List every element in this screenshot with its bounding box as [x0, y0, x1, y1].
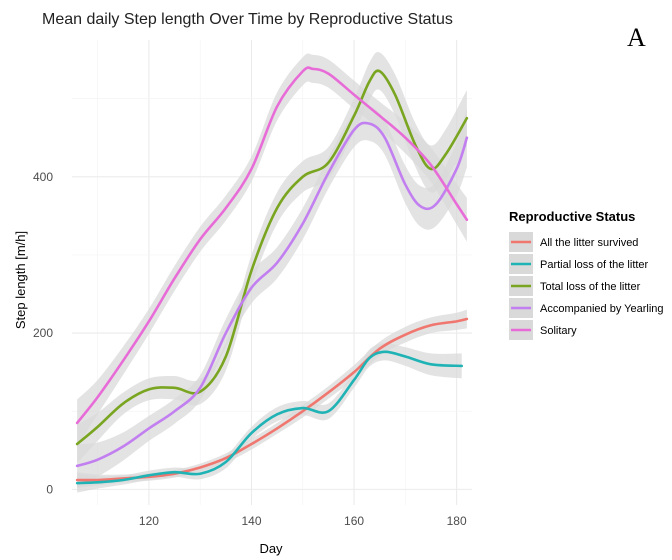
legend: Reproductive Status All the litter survi… [509, 209, 664, 340]
y-tick-label: 0 [46, 482, 53, 496]
chart-title: Mean daily Step length Over Time by Repr… [42, 11, 453, 28]
series-line [75, 350, 464, 485]
series-line [75, 66, 469, 425]
legend-label: All the litter survived [540, 237, 638, 249]
legend-label: Solitary [540, 325, 577, 337]
x-tick-label: 140 [241, 514, 261, 528]
panel-label: A [627, 23, 646, 52]
y-tick-label: 400 [33, 170, 53, 184]
legend-label: Accompanied by Yearling [540, 303, 664, 315]
y-axis-label: Step length [m/h] [13, 231, 28, 329]
series-lines [75, 66, 469, 485]
x-tick-label: 120 [139, 514, 159, 528]
y-tick-label: 200 [33, 326, 53, 340]
series-line [75, 121, 469, 468]
x-tick-label: 160 [344, 514, 364, 528]
series-line [75, 69, 469, 446]
legend-label: Total loss of the litter [540, 281, 641, 293]
legend-label: Partial loss of the litter [540, 259, 649, 271]
legend-title: Reproductive Status [509, 209, 635, 224]
x-tick-label: 180 [447, 514, 467, 528]
tick-labels: 120 140 160 180 0 200 400 [33, 170, 467, 528]
x-axis-label: Day [259, 541, 283, 556]
